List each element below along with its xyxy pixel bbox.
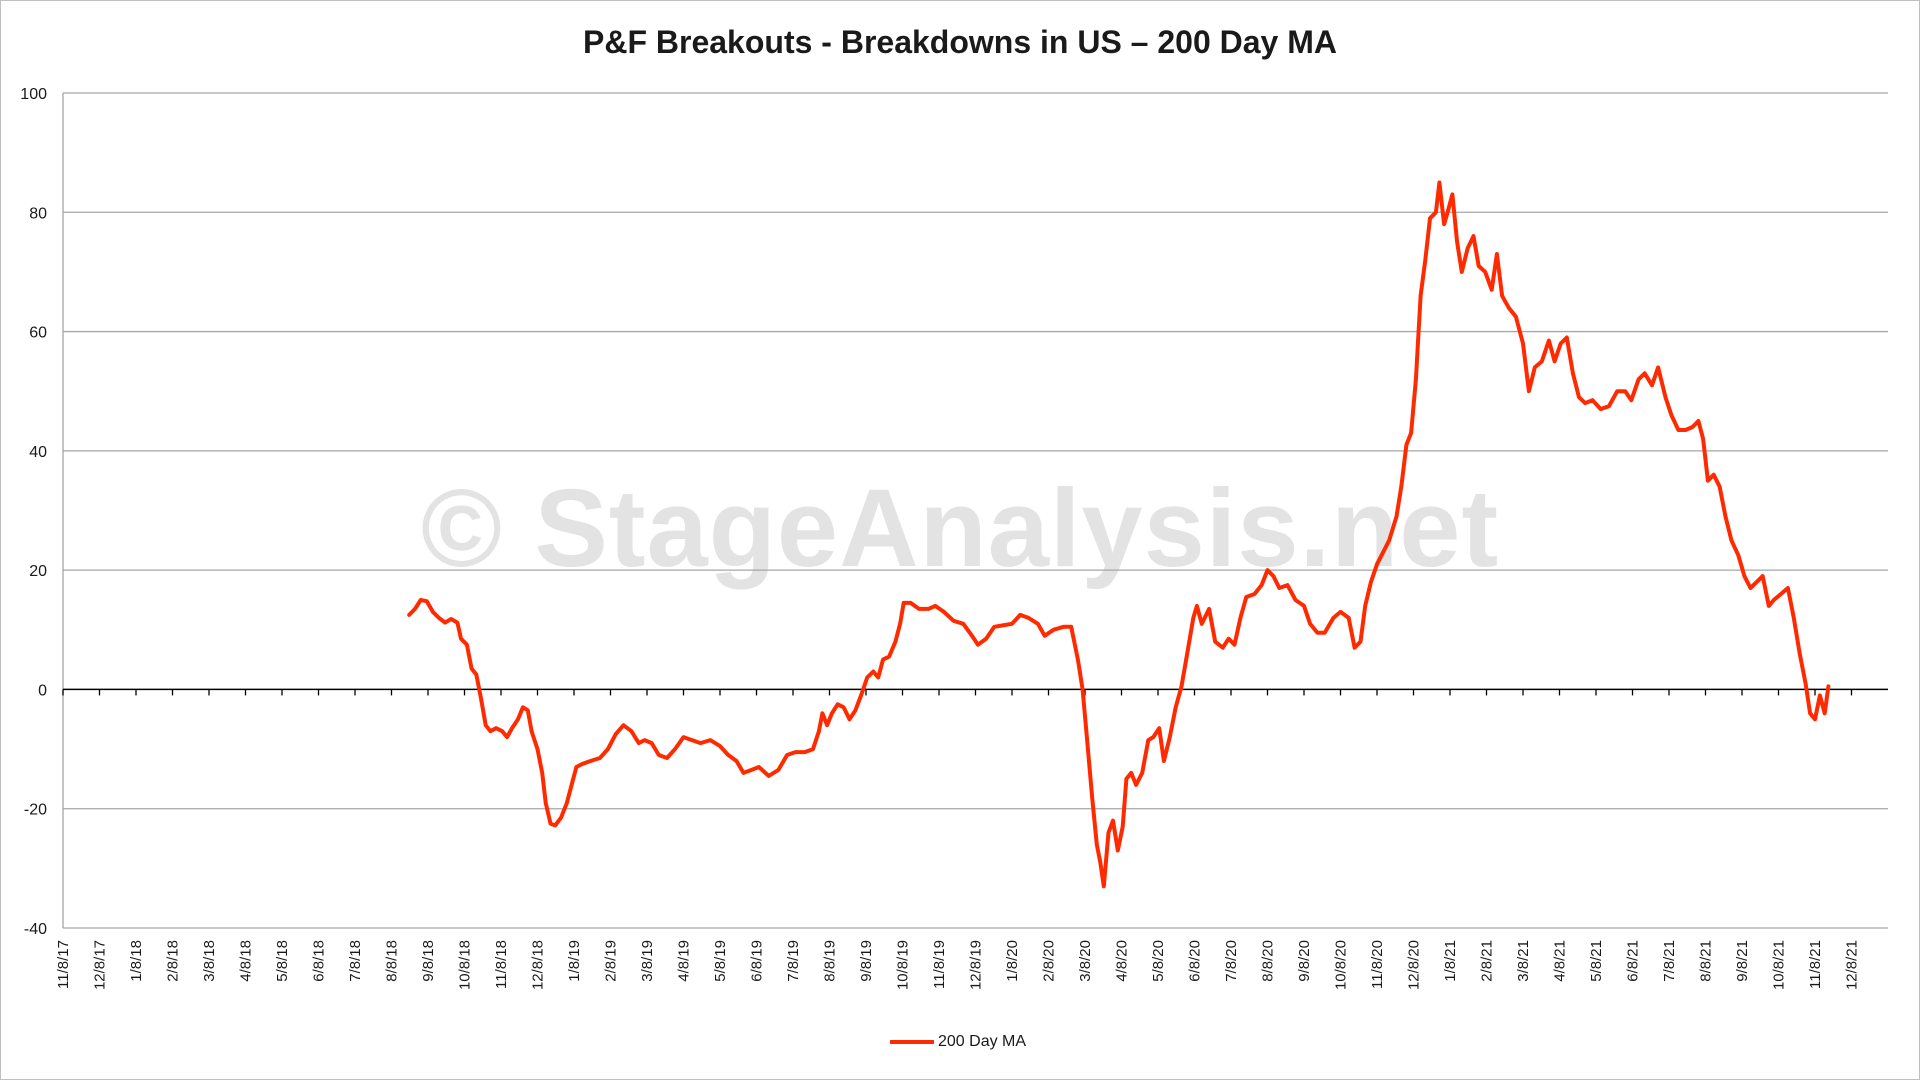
y-tick-label: 20 bbox=[29, 563, 47, 580]
x-tick-labels: 11/8/17 12/8/17 1/8/18 2/8/18 3/8/18 4/8/18 5/… bbox=[55, 940, 1861, 990]
y-tick-label: -40 bbox=[24, 921, 47, 938]
x-tick-label: 12/8/20 bbox=[1406, 940, 1423, 990]
x-tick-label: 6/8/18 bbox=[311, 940, 328, 982]
x-tick-label: 12/8/19 bbox=[968, 940, 985, 990]
x-tick-label: 9/8/21 bbox=[1734, 940, 1751, 982]
x-tick-label: 11/8/18 bbox=[493, 940, 510, 989]
gridlines bbox=[63, 92, 1888, 929]
x-tick-label: 10/8/18 bbox=[457, 940, 474, 990]
x-tick-label: 8/8/19 bbox=[822, 940, 839, 982]
x-tick-label: 11/8/21 bbox=[1807, 940, 1824, 989]
x-tick-label: 4/8/21 bbox=[1552, 940, 1569, 982]
x-tick-label: 4/8/20 bbox=[1114, 940, 1131, 982]
x-tick-label: 10/8/19 bbox=[895, 940, 912, 990]
x-tick-label: 2/8/18 bbox=[165, 940, 182, 982]
legend-label: 200 Day MA bbox=[938, 1033, 1027, 1050]
x-tick-label: 9/8/19 bbox=[858, 940, 875, 982]
x-tick-label: 7/8/19 bbox=[785, 940, 802, 982]
x-tick-label: 7/8/20 bbox=[1223, 940, 1240, 982]
x-tick-label: 3/8/18 bbox=[201, 940, 218, 982]
x-tick-label: 5/8/19 bbox=[712, 940, 729, 982]
x-tick-label: 2/8/19 bbox=[603, 940, 620, 982]
x-tick-label: 3/8/19 bbox=[639, 940, 656, 982]
x-tick-label: 5/8/21 bbox=[1588, 940, 1605, 982]
series-layer bbox=[407, 180, 1831, 889]
x-tick-label: 1/8/18 bbox=[128, 940, 145, 982]
x-tick-label: 7/8/21 bbox=[1661, 940, 1678, 982]
x-tick-label: 11/8/19 bbox=[931, 940, 948, 989]
x-tick-label: 6/8/19 bbox=[749, 940, 766, 982]
x-tick-label: 10/8/20 bbox=[1333, 940, 1350, 990]
x-tick-label: 12/8/18 bbox=[530, 940, 547, 990]
y-tick-label: 100 bbox=[20, 86, 47, 103]
x-tick-label: 3/8/20 bbox=[1077, 940, 1094, 982]
y-tick-label: 80 bbox=[29, 205, 47, 222]
x-tick-label: 12/8/17 bbox=[92, 940, 109, 990]
series-line-200-day-ma bbox=[407, 180, 1831, 889]
x-tick-label: 7/8/18 bbox=[347, 940, 364, 982]
x-tick-label: 8/8/18 bbox=[384, 940, 401, 982]
y-tick-label: 0 bbox=[38, 682, 47, 699]
x-tick-label: 4/8/18 bbox=[238, 940, 255, 982]
x-tick-label: 5/8/18 bbox=[274, 940, 291, 982]
axes bbox=[62, 93, 1888, 928]
x-tick-label: 11/8/17 bbox=[55, 940, 72, 989]
x-tick-label: 4/8/19 bbox=[676, 940, 693, 982]
x-tick-label: 6/8/21 bbox=[1625, 940, 1642, 982]
y-tick-label: 40 bbox=[29, 444, 47, 461]
x-tick-label: 1/8/20 bbox=[1004, 940, 1021, 982]
legend-swatch bbox=[890, 1040, 934, 1044]
x-tick-label: 5/8/20 bbox=[1150, 940, 1167, 982]
x-tick-label: 11/8/20 bbox=[1369, 940, 1386, 989]
y-tick-label: -20 bbox=[24, 802, 47, 819]
x-tick-label: 9/8/20 bbox=[1296, 940, 1313, 982]
x-tick-label: 2/8/20 bbox=[1041, 940, 1058, 982]
x-tick-label: 2/8/21 bbox=[1479, 940, 1496, 982]
x-tick-label: 9/8/18 bbox=[420, 940, 437, 982]
y-tick-label: 60 bbox=[29, 325, 47, 342]
x-tick-label: 8/8/21 bbox=[1698, 940, 1715, 982]
x-tick-label: 10/8/21 bbox=[1771, 940, 1788, 990]
legend: 200 Day MA bbox=[890, 1030, 1026, 1054]
chart-title: P&F Breakouts - Breakdowns in US – 200 D… bbox=[583, 24, 1337, 60]
x-tick-label: 8/8/20 bbox=[1260, 940, 1277, 982]
x-tick-label: 1/8/21 bbox=[1442, 940, 1459, 982]
x-tick-label: 6/8/20 bbox=[1187, 940, 1204, 982]
x-tick-label: 12/8/21 bbox=[1844, 940, 1861, 990]
y-tick-labels: -40 -20 0 20 40 60 80 100 bbox=[20, 86, 47, 938]
x-tick-label: 3/8/21 bbox=[1515, 940, 1532, 982]
x-tick-label: 1/8/19 bbox=[566, 940, 583, 982]
